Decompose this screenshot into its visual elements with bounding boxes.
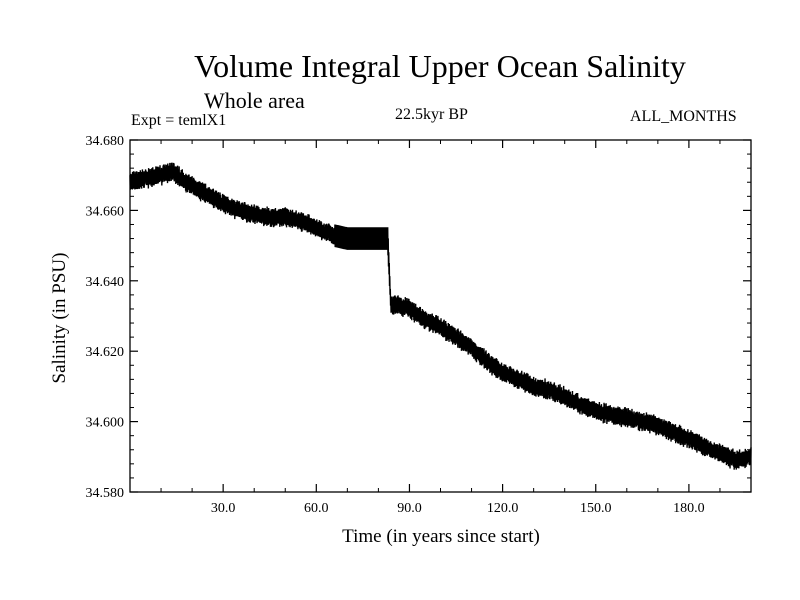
period-label: 22.5kyr BP [395, 106, 468, 123]
experiment-label: Expt = temlX1 [131, 112, 227, 129]
x-tick-label: 180.0 [673, 501, 705, 516]
x-tick-label: 60.0 [304, 501, 329, 516]
plot-frame [129, 139, 752, 493]
y-tick-label: 34.660 [86, 204, 125, 219]
ticks-layer: 30.0 60.0 90.0 120.0 150.0 180.0 34.580 34.600 3… [86, 134, 751, 516]
y-tick-label: 34.580 [86, 486, 125, 501]
x-tick-label: 90.0 [397, 501, 422, 516]
y-tick-label: 34.640 [86, 275, 125, 290]
x-tick-label: 30.0 [211, 501, 236, 516]
salinity-series-line [129, 162, 752, 470]
y-tick-label: 34.680 [86, 134, 125, 149]
months-label: ALL_MONTHS [630, 108, 737, 125]
x-tick-label: 120.0 [487, 501, 519, 516]
y-tick-label: 34.600 [86, 416, 125, 431]
y-axis-label: Salinity (in PSU) [49, 253, 70, 384]
x-axis-label: Time (in years since start) [342, 526, 540, 547]
chart-subtitle: Whole area [204, 88, 305, 113]
series-layer [129, 162, 752, 470]
y-tick-label: 34.620 [86, 345, 125, 360]
chart-title: Volume Integral Upper Ocean Salinity [194, 48, 686, 84]
x-tick-label: 150.0 [580, 501, 612, 516]
